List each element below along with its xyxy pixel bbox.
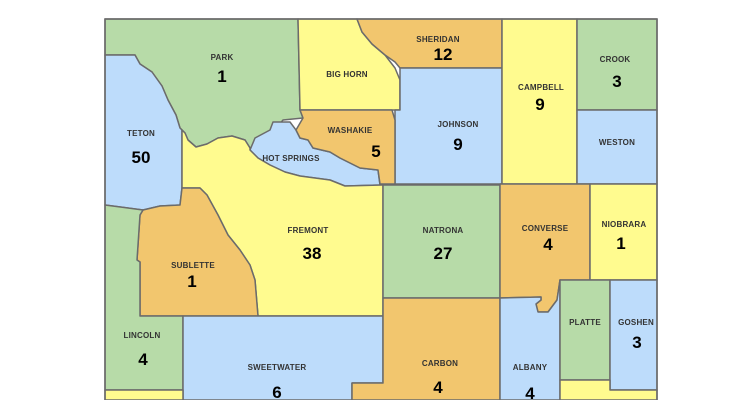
county-value-goshen: 3 bbox=[632, 333, 641, 352]
county-name-weston: WESTON bbox=[599, 138, 635, 147]
county-crook[interactable] bbox=[576, 18, 658, 111]
county-name-albany: ALBANY bbox=[513, 363, 548, 372]
county-name-campbell: CAMPBELL bbox=[518, 83, 564, 92]
county-shapes bbox=[104, 18, 658, 400]
map-frame bbox=[104, 18, 658, 400]
county-niobrara[interactable] bbox=[589, 183, 658, 281]
county-value-sheridan: 12 bbox=[434, 45, 453, 64]
county-name-converse: CONVERSE bbox=[522, 224, 569, 233]
county-value-niobrara: 1 bbox=[616, 234, 625, 253]
county-albany[interactable] bbox=[499, 279, 561, 400]
county-name-hot-springs: HOT SPRINGS bbox=[262, 154, 320, 163]
county-name-sweetwater: SWEETWATER bbox=[248, 363, 307, 372]
county-platte[interactable] bbox=[559, 279, 611, 381]
county-value-sweetwater: 6 bbox=[272, 383, 281, 400]
county-name-carbon: CARBON bbox=[422, 359, 458, 368]
county-value-natrona: 27 bbox=[434, 244, 453, 263]
county-value-park: 1 bbox=[217, 67, 226, 86]
county-name-lincoln: LINCOLN bbox=[124, 331, 161, 340]
county-value-washakie: 5 bbox=[371, 142, 380, 161]
county-uinta[interactable] bbox=[104, 389, 184, 400]
county-value-johnson: 9 bbox=[453, 135, 462, 154]
county-name-fremont: FREMONT bbox=[288, 226, 329, 235]
county-natrona[interactable] bbox=[382, 184, 501, 299]
county-value-converse: 4 bbox=[543, 235, 553, 254]
county-name-crook: CROOK bbox=[600, 55, 631, 64]
county-name-natrona: NATRONA bbox=[423, 226, 464, 235]
county-value-crook: 3 bbox=[612, 72, 621, 91]
county-value-carbon: 4 bbox=[433, 378, 443, 397]
county-name-teton: TETON bbox=[127, 129, 155, 138]
county-name-sublette: SUBLETTE bbox=[171, 261, 215, 270]
county-name-washakie: WASHAKIE bbox=[328, 126, 373, 135]
county-value-albany: 4 bbox=[525, 384, 535, 400]
county-washakie[interactable] bbox=[295, 109, 396, 185]
county-value-teton: 50 bbox=[132, 148, 151, 167]
county-name-platte: PLATTE bbox=[569, 318, 601, 327]
county-weston[interactable] bbox=[576, 109, 658, 185]
county-name-goshen: GOSHEN bbox=[618, 318, 654, 327]
county-name-big-horn: BIG HORN bbox=[326, 70, 368, 79]
county-value-lincoln: 4 bbox=[138, 350, 148, 369]
county-name-johnson: JOHNSON bbox=[438, 120, 479, 129]
county-value-campbell: 9 bbox=[535, 95, 544, 114]
county-name-park: PARK bbox=[211, 53, 234, 62]
county-value-sublette: 1 bbox=[187, 272, 196, 291]
county-name-niobrara: NIOBRARA bbox=[602, 220, 647, 229]
county-name-sheridan: SHERIDAN bbox=[416, 35, 459, 44]
county-value-fremont: 38 bbox=[303, 244, 322, 263]
